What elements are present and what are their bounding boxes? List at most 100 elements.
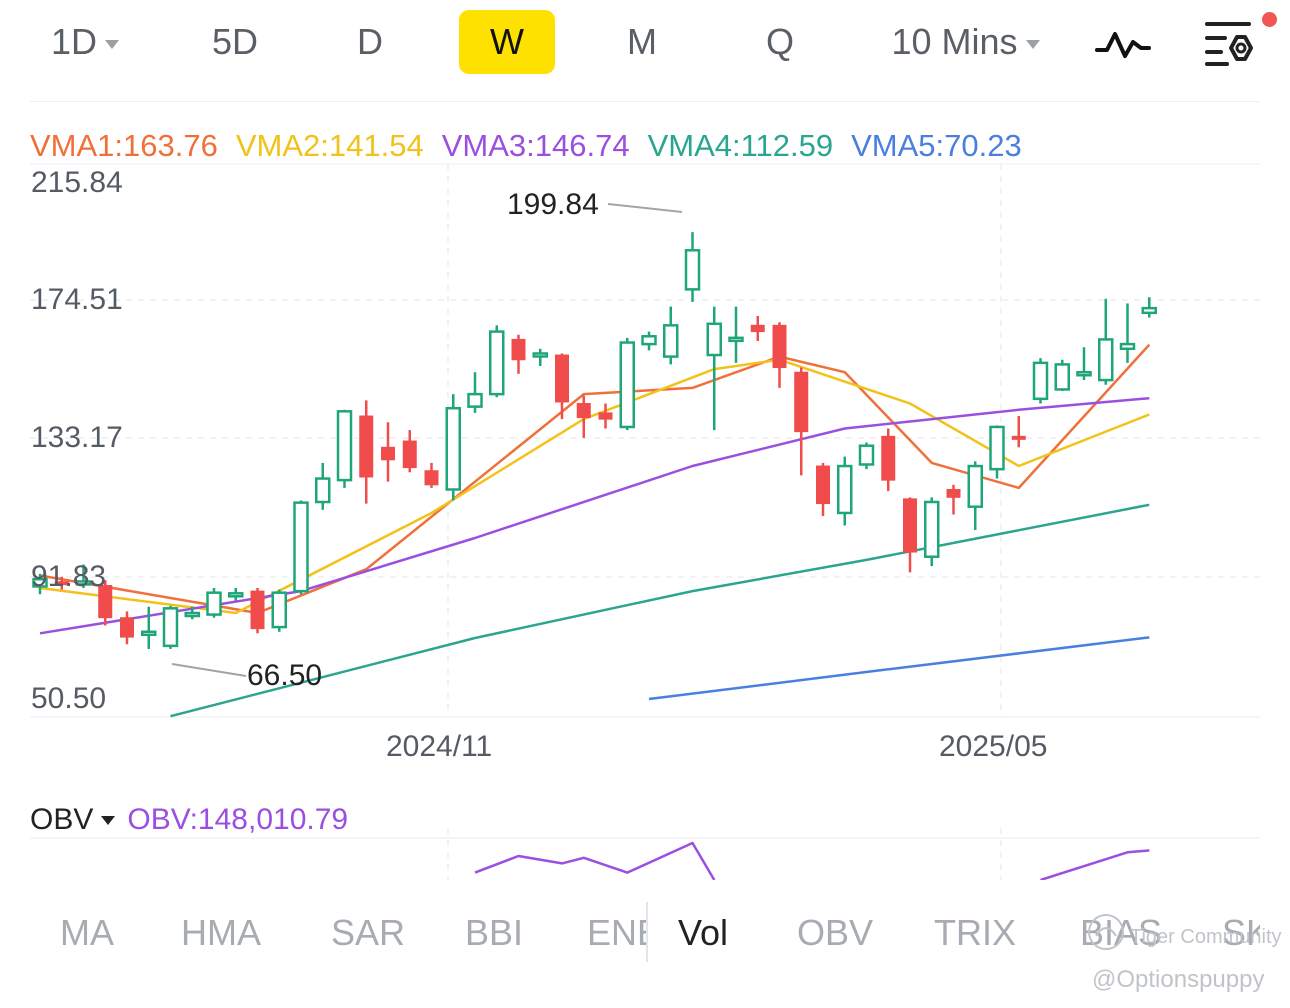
top-divider (30, 101, 1260, 102)
candle (641, 331, 657, 351)
candle (511, 334, 526, 374)
indicator-tab-sk[interactable]: SK (1222, 912, 1260, 953)
chevron-down-icon (105, 39, 120, 49)
candle (141, 606, 157, 649)
price-axis-label: 174.51 (31, 283, 123, 316)
candle (750, 315, 765, 341)
indicator-tab-hma[interactable]: HMA (181, 912, 261, 953)
candle (706, 306, 722, 431)
candle (576, 395, 591, 438)
candle (728, 306, 744, 363)
candle (402, 430, 417, 473)
candle (228, 587, 244, 601)
timeframe-10-mins[interactable]: 10 Mins (878, 10, 1053, 74)
candle (271, 589, 287, 632)
vma-legend: VMA1:163.76 VMA2:141.54 VMA3:146.74 VMA4:11… (30, 128, 1040, 164)
timeframe-bar: 1D 5D D W M Q 10 Mins (0, 0, 1290, 100)
candle (162, 605, 179, 649)
vma1-label: VMA1:163.76 (30, 128, 218, 163)
candle (336, 409, 353, 488)
vma5-label: VMA5:70.23 (851, 128, 1022, 163)
candle (1119, 303, 1136, 363)
price-axis-label: 133.17 (31, 421, 123, 454)
candle (250, 587, 265, 634)
ma-line-vma5 (648, 636, 1150, 701)
obv-indicator-name: OBV (30, 803, 94, 836)
candle (98, 580, 113, 626)
date-axis-label: 2025/05 (939, 730, 1048, 763)
obv-line-segment (1040, 849, 1150, 880)
vma4-label: VMA4:112.59 (647, 128, 834, 163)
indicator-tab-sar[interactable]: SAR (331, 912, 406, 953)
candle (1141, 297, 1157, 318)
indicator-line-icon[interactable] (1095, 22, 1151, 66)
candle (359, 400, 374, 504)
watermark-community: Tiger Community (1130, 926, 1282, 948)
candle (555, 353, 569, 420)
vma3-label: VMA3:146.74 (441, 128, 630, 163)
vma2-label: VMA2:141.54 (235, 128, 424, 163)
candle (1076, 347, 1092, 381)
candle (184, 606, 200, 620)
moving-average-lines (39, 343, 1151, 718)
candle (1011, 416, 1026, 448)
indicator-tab-trix[interactable]: TRIX (934, 912, 1017, 953)
timeframe-d[interactable]: D (357, 21, 383, 62)
candle (75, 564, 92, 588)
notification-dot (1262, 12, 1277, 27)
obv-header[interactable]: OBV OBV:148,010.79 (30, 803, 348, 837)
timeframe-1d[interactable]: 1D (45, 10, 125, 74)
candle (315, 462, 331, 510)
timeframe-q[interactable]: Q (765, 21, 794, 62)
high-leader-line (607, 203, 683, 213)
candlestick-chart[interactable] (0, 0, 1290, 880)
candle (663, 306, 679, 365)
high-price-annotation: 199.84 (507, 188, 599, 221)
candle (1054, 359, 1070, 392)
price-axis-label: 50.50 (31, 682, 107, 715)
candle (1098, 298, 1114, 385)
candle (837, 456, 853, 526)
candle (54, 576, 69, 590)
candle (967, 461, 983, 531)
candle (989, 425, 1005, 479)
caret-down-icon (101, 815, 116, 825)
candle (206, 587, 222, 618)
indicator-tab-bbi[interactable]: BBI (465, 912, 524, 953)
candle (381, 422, 395, 482)
obv-line-segment (474, 841, 716, 880)
candle (858, 442, 875, 470)
indicator-tab-ma[interactable]: MA (60, 912, 114, 953)
indicator-tab-vol[interactable]: Vol (678, 912, 729, 953)
obv-value: OBV:148,010.79 (127, 803, 349, 836)
candle (532, 348, 548, 366)
chevron-down-icon (1025, 39, 1040, 49)
candle (467, 372, 483, 413)
candle (794, 367, 809, 476)
candle (816, 462, 830, 517)
indicator-tab-bias[interactable]: BIAS (1080, 912, 1163, 953)
candle (489, 325, 505, 398)
candle (684, 232, 701, 302)
candle (619, 337, 635, 431)
candle (946, 484, 961, 515)
timeframe-w[interactable]: W (459, 10, 555, 74)
low-leader-line (171, 663, 247, 677)
chart-settings-icon[interactable] (1203, 18, 1259, 68)
candle (424, 462, 439, 488)
timeframe-5d[interactable]: 5D (211, 21, 259, 62)
indicator-tab-ene[interactable]: ENE (587, 912, 646, 953)
candle (598, 403, 613, 429)
candle (445, 394, 461, 501)
low-price-annotation: 66.50 (247, 659, 323, 692)
ma-line-vma4 (170, 503, 1150, 718)
tiger-logo-icon (1088, 914, 1124, 950)
price-axis-label: 91.83 (31, 560, 107, 593)
date-axis-label: 2024/11 (386, 730, 493, 763)
candle (903, 497, 917, 573)
candle (881, 428, 896, 492)
candle (772, 322, 787, 388)
timeframe-m[interactable]: M (627, 21, 657, 62)
indicator-tab-obv[interactable]: OBV (797, 912, 874, 953)
candle (32, 573, 48, 595)
